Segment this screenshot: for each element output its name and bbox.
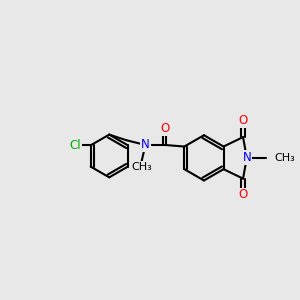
- Text: N: N: [242, 152, 251, 164]
- Text: CH₃: CH₃: [131, 162, 152, 172]
- Text: O: O: [160, 122, 170, 135]
- Text: N: N: [141, 139, 150, 152]
- Text: O: O: [238, 114, 248, 127]
- Text: CH₃: CH₃: [274, 153, 295, 163]
- Text: O: O: [238, 188, 248, 202]
- Text: Cl: Cl: [69, 139, 81, 152]
